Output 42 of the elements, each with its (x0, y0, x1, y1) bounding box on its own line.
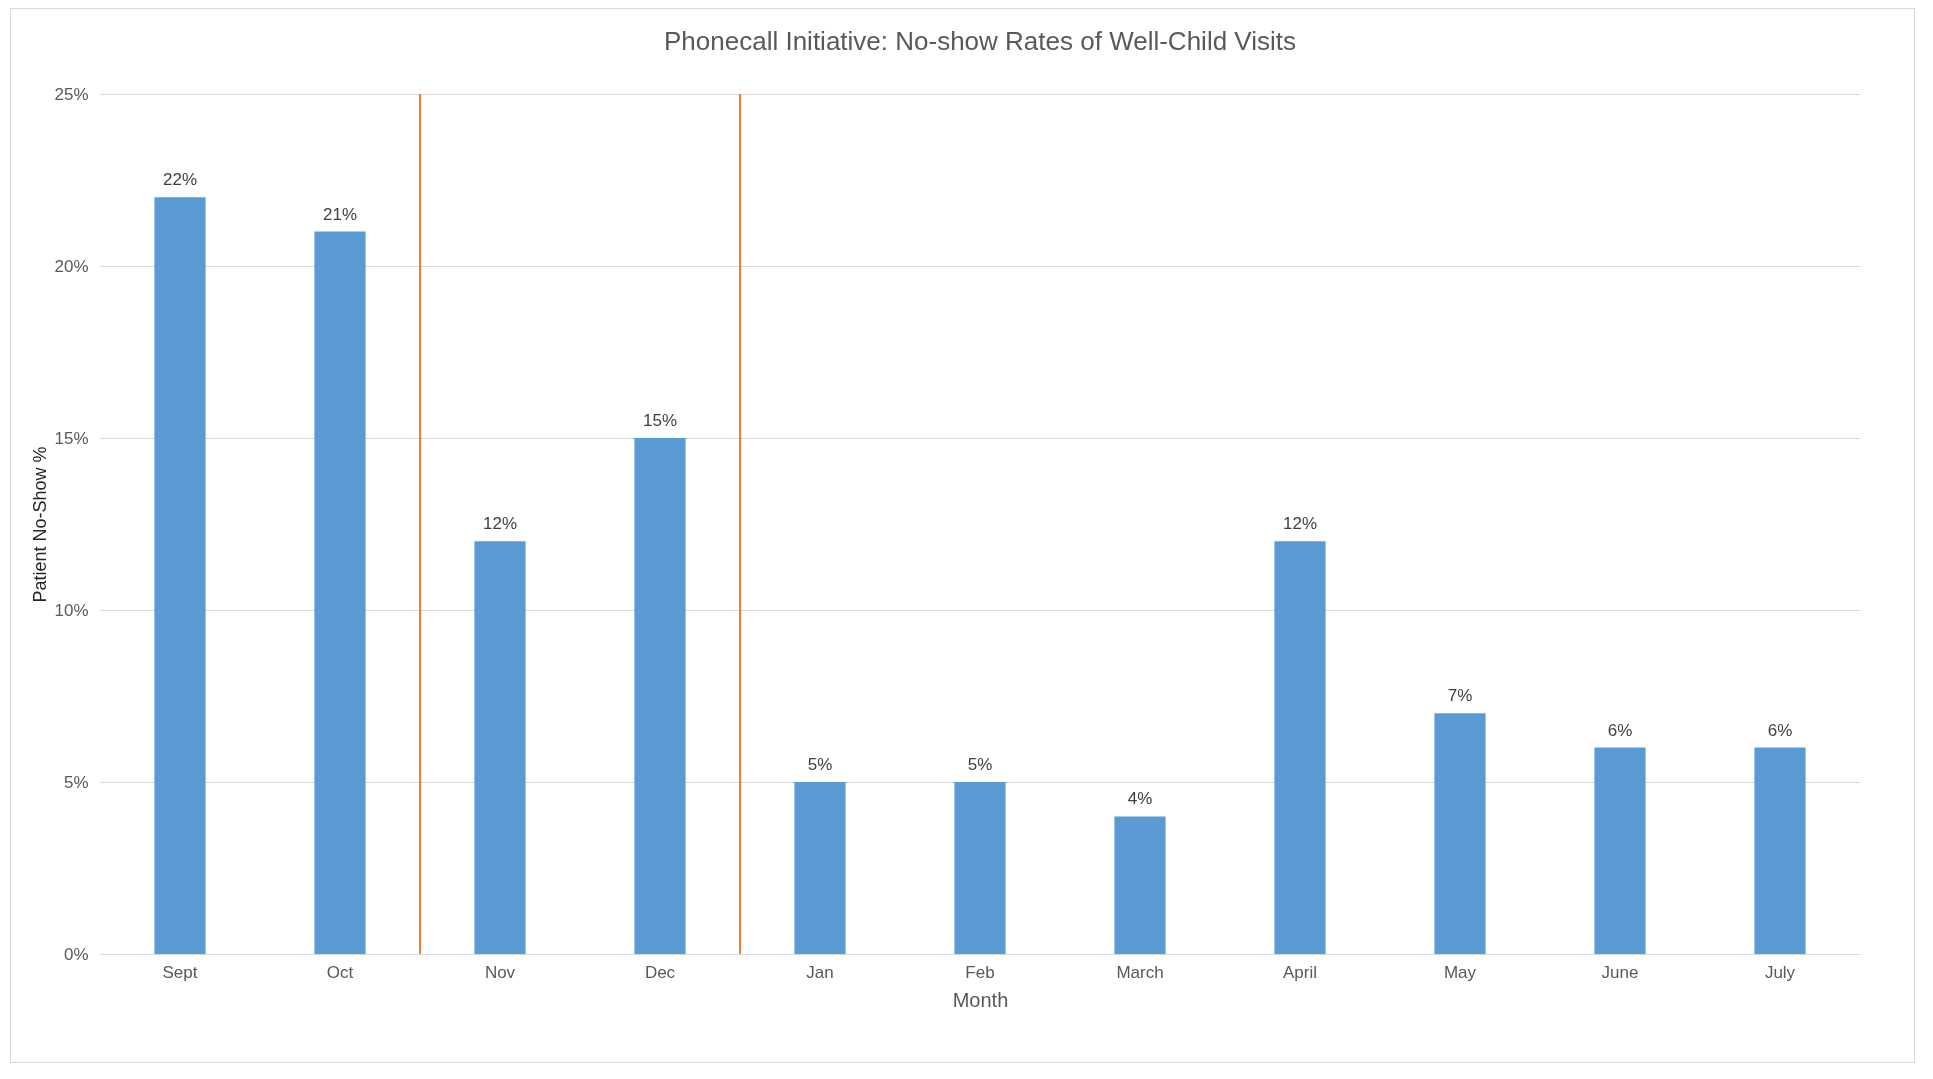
x-tick-label: Oct (326, 962, 354, 982)
bar (1594, 747, 1646, 954)
y-tick-label: 5% (63, 772, 89, 792)
data-label: 4% (1127, 789, 1153, 809)
x-tick-label: March (1116, 962, 1164, 982)
bar (154, 197, 206, 954)
bar (634, 438, 686, 954)
y-axis-title: Patient No-Show % (30, 446, 51, 603)
bar (1434, 713, 1486, 954)
data-label: 22% (162, 170, 198, 190)
y-tick-label: 10% (54, 600, 89, 620)
x-tick-label: Feb (965, 962, 995, 982)
data-label: 5% (807, 755, 833, 774)
x-axis-title: Month (952, 988, 1009, 1011)
data-label: 6% (1607, 720, 1633, 740)
chart-title: Phonecall Initiative: No-show Rates of Well-Child Visits (664, 26, 1296, 56)
x-tick-label: Nov (484, 962, 516, 982)
y-tick-label: 0% (63, 944, 89, 964)
x-tick-label: June (1601, 962, 1639, 982)
bar (954, 782, 1006, 954)
x-tick-label: Sept (162, 962, 198, 982)
x-tick-label: May (1443, 962, 1477, 982)
bar (1274, 541, 1326, 954)
x-tick-label: April (1282, 962, 1318, 982)
bar (314, 231, 366, 954)
bar (1114, 816, 1166, 954)
data-label: 12% (1282, 514, 1318, 534)
y-tick-label: 25% (54, 84, 89, 104)
data-label: 5% (967, 755, 993, 774)
data-label: 15% (642, 411, 678, 430)
x-tick-label: July (1764, 962, 1796, 982)
data-label: 6% (1767, 720, 1793, 740)
y-tick-label: 20% (54, 256, 89, 276)
y-tick-label: 15% (54, 428, 89, 448)
x-tick-label: Dec (644, 962, 676, 982)
data-label: 7% (1447, 686, 1473, 706)
bar (1754, 747, 1806, 954)
data-label: 21% (322, 204, 358, 224)
data-label: 12% (482, 514, 518, 534)
x-tick-label: Jan (806, 962, 834, 982)
bar (474, 541, 526, 954)
bar (794, 782, 846, 954)
